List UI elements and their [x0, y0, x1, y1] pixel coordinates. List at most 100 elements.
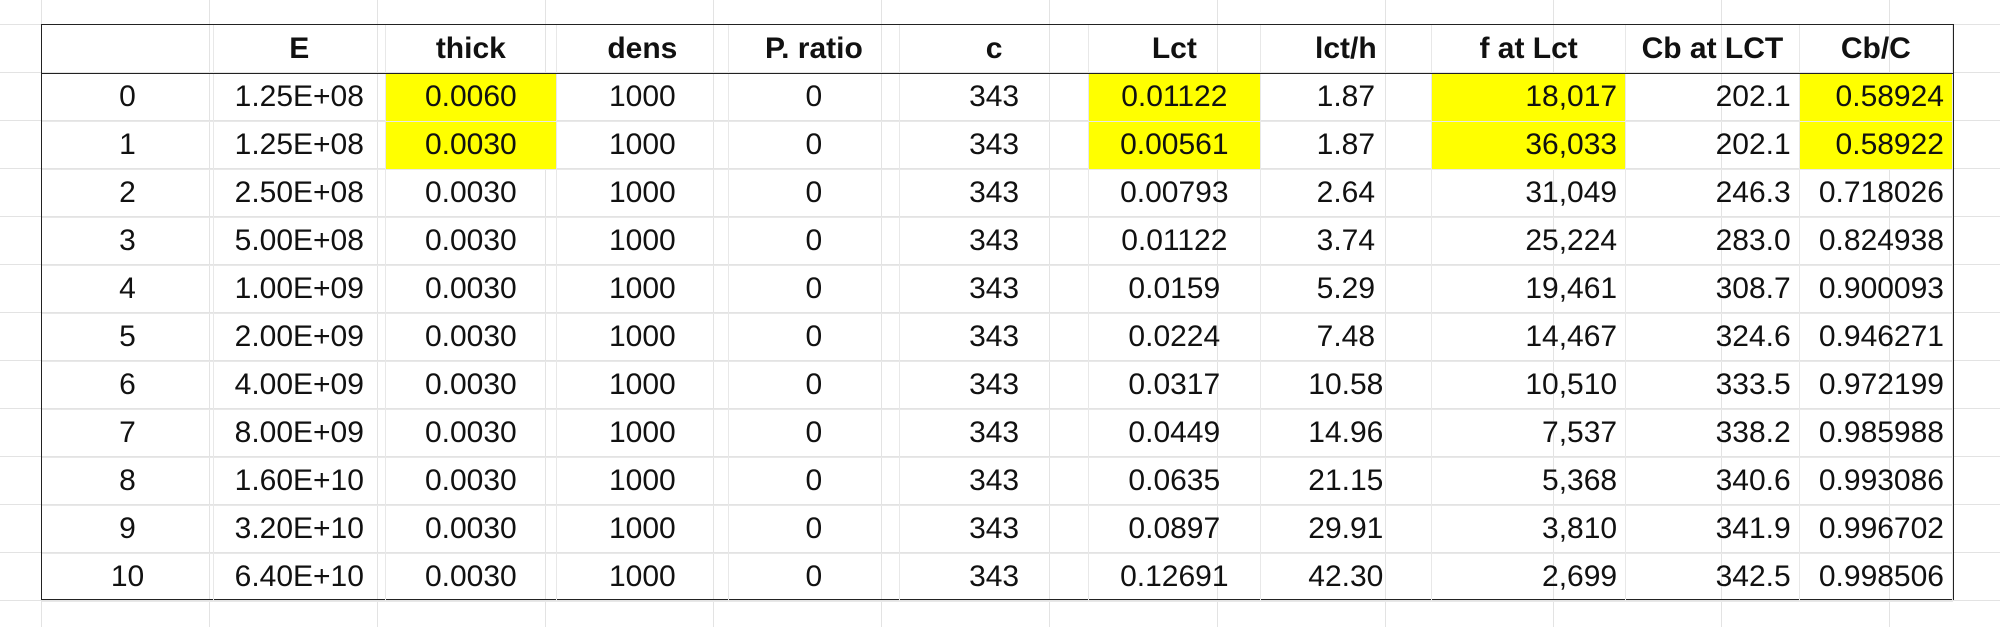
- header-cell-lct-h[interactable]: lct/h: [1260, 25, 1433, 74]
- cell-lct[interactable]: 0.00793: [1088, 169, 1261, 218]
- cell-lct[interactable]: 0.0224: [1088, 313, 1261, 362]
- cell-f-at-lct[interactable]: 14,467: [1431, 313, 1627, 362]
- cell-thick[interactable]: 0.0030: [385, 265, 558, 314]
- cell-cb-at-lct[interactable]: 324.6: [1625, 313, 1800, 362]
- cell-lct-highlighted[interactable]: 0.00561: [1088, 121, 1261, 170]
- cell-c[interactable]: 343: [899, 121, 1090, 170]
- cell-index[interactable]: 3: [42, 217, 215, 266]
- cell-cb-c[interactable]: 0.718026: [1799, 169, 1954, 218]
- cell-lct-h[interactable]: 2.64: [1260, 169, 1433, 218]
- cell-p-ratio[interactable]: 0: [728, 409, 901, 458]
- cell-f-at-lct[interactable]: 19,461: [1431, 265, 1627, 314]
- cell-e[interactable]: 8.00E+09: [213, 409, 386, 458]
- cell-f-at-lct-highlighted[interactable]: 18,017: [1431, 73, 1627, 122]
- cell-lct-h[interactable]: 7.48: [1260, 313, 1433, 362]
- cell-p-ratio[interactable]: 0: [728, 457, 901, 506]
- cell-thick[interactable]: 0.0030: [385, 553, 558, 602]
- cell-cb-at-lct[interactable]: 308.7: [1625, 265, 1800, 314]
- cell-lct[interactable]: 0.12691: [1088, 553, 1261, 602]
- cell-cb-c[interactable]: 0.985988: [1799, 409, 1954, 458]
- cell-lct-h[interactable]: 14.96: [1260, 409, 1433, 458]
- cell-lct-h[interactable]: 21.15: [1260, 457, 1433, 506]
- cell-e[interactable]: 1.00E+09: [213, 265, 386, 314]
- cell-f-at-lct[interactable]: 10,510: [1431, 361, 1627, 410]
- cell-e[interactable]: 6.40E+10: [213, 553, 386, 602]
- cell-cb-at-lct[interactable]: 342.5: [1625, 553, 1800, 602]
- cell-cb-c[interactable]: 0.900093: [1799, 265, 1954, 314]
- cell-thick[interactable]: 0.0030: [385, 169, 558, 218]
- cell-c[interactable]: 343: [899, 409, 1090, 458]
- cell-lct-h[interactable]: 5.29: [1260, 265, 1433, 314]
- cell-lct[interactable]: 0.0635: [1088, 457, 1261, 506]
- cell-cb-c[interactable]: 0.972199: [1799, 361, 1954, 410]
- cell-lct-h[interactable]: 1.87: [1260, 73, 1433, 122]
- header-cell-f-at-lct[interactable]: f at Lct: [1431, 25, 1627, 74]
- cell-f-at-lct-highlighted[interactable]: 36,033: [1431, 121, 1627, 170]
- cell-cb-at-lct[interactable]: 333.5: [1625, 361, 1800, 410]
- cell-cb-c-highlighted[interactable]: 0.58924: [1799, 73, 1954, 122]
- cell-e[interactable]: 2.00E+09: [213, 313, 386, 362]
- cell-cb-c[interactable]: 0.996702: [1799, 505, 1954, 554]
- cell-c[interactable]: 343: [899, 505, 1090, 554]
- cell-index[interactable]: 10: [42, 553, 215, 602]
- cell-cb-at-lct[interactable]: 340.6: [1625, 457, 1800, 506]
- cell-f-at-lct[interactable]: 3,810: [1431, 505, 1627, 554]
- cell-e[interactable]: 1.60E+10: [213, 457, 386, 506]
- cell-thick[interactable]: 0.0030: [385, 361, 558, 410]
- cell-p-ratio[interactable]: 0: [728, 217, 901, 266]
- cell-f-at-lct[interactable]: 25,224: [1431, 217, 1627, 266]
- cell-lct[interactable]: 0.0159: [1088, 265, 1261, 314]
- cell-dens[interactable]: 1000: [556, 505, 729, 554]
- cell-cb-c[interactable]: 0.998506: [1799, 553, 1954, 602]
- cell-dens[interactable]: 1000: [556, 361, 729, 410]
- cell-e[interactable]: 1.25E+08: [213, 73, 386, 122]
- header-cell-p-ratio[interactable]: P. ratio: [728, 25, 901, 74]
- cell-p-ratio[interactable]: 0: [728, 553, 901, 602]
- cell-cb-c[interactable]: 0.946271: [1799, 313, 1954, 362]
- cell-c[interactable]: 343: [899, 265, 1090, 314]
- cell-dens[interactable]: 1000: [556, 121, 729, 170]
- cell-index[interactable]: 9: [42, 505, 215, 554]
- header-cell-lct[interactable]: Lct: [1088, 25, 1261, 74]
- cell-lct[interactable]: 0.0317: [1088, 361, 1261, 410]
- cell-thick[interactable]: 0.0030: [385, 457, 558, 506]
- cell-e[interactable]: 3.20E+10: [213, 505, 386, 554]
- cell-f-at-lct[interactable]: 5,368: [1431, 457, 1627, 506]
- cell-dens[interactable]: 1000: [556, 265, 729, 314]
- cell-c[interactable]: 343: [899, 457, 1090, 506]
- cell-p-ratio[interactable]: 0: [728, 73, 901, 122]
- cell-cb-c[interactable]: 0.993086: [1799, 457, 1954, 506]
- cell-cb-at-lct[interactable]: 246.3: [1625, 169, 1800, 218]
- cell-thick[interactable]: 0.0030: [385, 409, 558, 458]
- cell-lct[interactable]: 0.01122: [1088, 217, 1261, 266]
- header-cell-thick[interactable]: thick: [385, 25, 558, 74]
- cell-lct[interactable]: 0.0449: [1088, 409, 1261, 458]
- cell-dens[interactable]: 1000: [556, 553, 729, 602]
- cell-cb-at-lct[interactable]: 341.9: [1625, 505, 1800, 554]
- cell-p-ratio[interactable]: 0: [728, 361, 901, 410]
- header-cell-cb-c[interactable]: Cb/C: [1799, 25, 1954, 74]
- cell-thick[interactable]: 0.0030: [385, 217, 558, 266]
- cell-cb-c-highlighted[interactable]: 0.58922: [1799, 121, 1954, 170]
- cell-index[interactable]: 5: [42, 313, 215, 362]
- cell-e[interactable]: 4.00E+09: [213, 361, 386, 410]
- cell-f-at-lct[interactable]: 31,049: [1431, 169, 1627, 218]
- cell-lct-h[interactable]: 1.87: [1260, 121, 1433, 170]
- cell-f-at-lct[interactable]: 7,537: [1431, 409, 1627, 458]
- header-cell-c[interactable]: c: [899, 25, 1090, 74]
- cell-p-ratio[interactable]: 0: [728, 313, 901, 362]
- cell-e[interactable]: 5.00E+08: [213, 217, 386, 266]
- cell-cb-at-lct[interactable]: 202.1: [1625, 121, 1800, 170]
- cell-lct-h[interactable]: 29.91: [1260, 505, 1433, 554]
- cell-index[interactable]: 6: [42, 361, 215, 410]
- cell-index[interactable]: 0: [42, 73, 215, 122]
- header-cell-dens[interactable]: dens: [556, 25, 729, 74]
- cell-dens[interactable]: 1000: [556, 313, 729, 362]
- cell-c[interactable]: 343: [899, 73, 1090, 122]
- cell-cb-at-lct[interactable]: 338.2: [1625, 409, 1800, 458]
- cell-thick[interactable]: 0.0030: [385, 313, 558, 362]
- cell-lct-highlighted[interactable]: 0.01122: [1088, 73, 1261, 122]
- cell-thick-highlighted[interactable]: 0.0060: [385, 73, 558, 122]
- cell-p-ratio[interactable]: 0: [728, 169, 901, 218]
- cell-dens[interactable]: 1000: [556, 457, 729, 506]
